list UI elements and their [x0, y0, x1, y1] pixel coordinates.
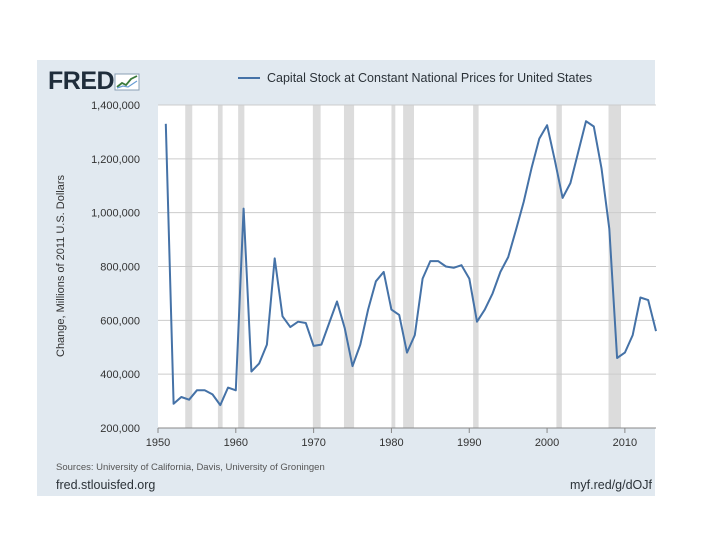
series-line-0	[164, 120, 657, 407]
y-tick-label-0: 200,000	[100, 423, 140, 435]
short-url-link[interactable]: myf.red/g/dOJf	[570, 478, 652, 492]
y-tick-label-1: 400,000	[100, 369, 140, 381]
legend-swatch	[238, 77, 260, 79]
fred-logo-text: FRED	[48, 67, 115, 95]
axes: 200,000 400,000 600,000 800,000 1,000,000 1,2…	[91, 100, 656, 449]
fred-url-link[interactable]: fred.stlouisfed.org	[56, 478, 156, 492]
fred-logo[interactable]: FRED	[48, 67, 140, 96]
series-layer	[164, 120, 657, 407]
x-tick-label-6: 2010	[613, 437, 637, 449]
y-axis-label: Change, Millions of 2011 U.S. Dollars	[55, 175, 67, 357]
x-tick-label-1: 1960	[224, 437, 248, 449]
x-tick-label-4: 1990	[457, 437, 481, 449]
sources-note: Sources: University of California, Davis…	[56, 462, 325, 473]
x-tick-label-5: 2000	[535, 437, 559, 449]
y-tick-label-6: 1,400,000	[91, 100, 140, 112]
y-tick-label-3: 800,000	[100, 262, 140, 274]
chart-line-icon	[114, 73, 140, 90]
x-tick-label-0: 1950	[146, 437, 170, 449]
y-tick-label-4: 1,000,000	[91, 208, 140, 220]
x-tick-label-3: 1980	[379, 437, 403, 449]
legend-label: Capital Stock at Constant National Price…	[267, 71, 593, 85]
chart-legend: Capital Stock at Constant National Price…	[238, 71, 592, 85]
x-tick-label-2: 1970	[301, 437, 325, 449]
y-tick-label-2: 600,000	[100, 315, 140, 327]
y-tick-label-5: 1,200,000	[91, 154, 140, 166]
